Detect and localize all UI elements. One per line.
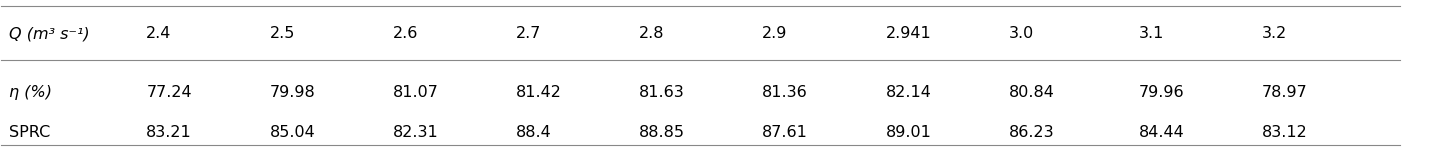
Text: 81.36: 81.36 <box>762 84 807 100</box>
Text: 2.8: 2.8 <box>639 26 665 41</box>
Text: η (%): η (%) <box>9 84 52 100</box>
Text: SPRC: SPRC <box>9 125 49 141</box>
Text: 83.12: 83.12 <box>1262 125 1308 141</box>
Text: 79.96: 79.96 <box>1138 84 1185 100</box>
Text: 81.42: 81.42 <box>515 84 562 100</box>
Text: 3.1: 3.1 <box>1138 26 1165 41</box>
Text: 82.14: 82.14 <box>886 84 931 100</box>
Text: 89.01: 89.01 <box>886 125 931 141</box>
Text: 2.9: 2.9 <box>762 26 787 41</box>
Text: 79.98: 79.98 <box>270 84 315 100</box>
Text: 81.63: 81.63 <box>639 84 685 100</box>
Text: 82.31: 82.31 <box>392 125 439 141</box>
Text: 80.84: 80.84 <box>1009 84 1054 100</box>
Text: 3.0: 3.0 <box>1009 26 1034 41</box>
Text: 77.24: 77.24 <box>147 84 192 100</box>
Text: 83.21: 83.21 <box>147 125 192 141</box>
Text: 81.07: 81.07 <box>392 84 439 100</box>
Text: 87.61: 87.61 <box>762 125 809 141</box>
Text: 2.5: 2.5 <box>270 26 295 41</box>
Text: 3.2: 3.2 <box>1262 26 1288 41</box>
Text: Q (m³ s⁻¹): Q (m³ s⁻¹) <box>9 26 89 41</box>
Text: 88.85: 88.85 <box>639 125 685 141</box>
Text: 84.44: 84.44 <box>1138 125 1185 141</box>
Text: 85.04: 85.04 <box>270 125 315 141</box>
Text: 78.97: 78.97 <box>1262 84 1308 100</box>
Text: 2.7: 2.7 <box>515 26 542 41</box>
Text: 2.941: 2.941 <box>886 26 931 41</box>
Text: 2.6: 2.6 <box>392 26 418 41</box>
Text: 2.4: 2.4 <box>147 26 171 41</box>
Text: 86.23: 86.23 <box>1009 125 1054 141</box>
Text: 88.4: 88.4 <box>515 125 552 141</box>
